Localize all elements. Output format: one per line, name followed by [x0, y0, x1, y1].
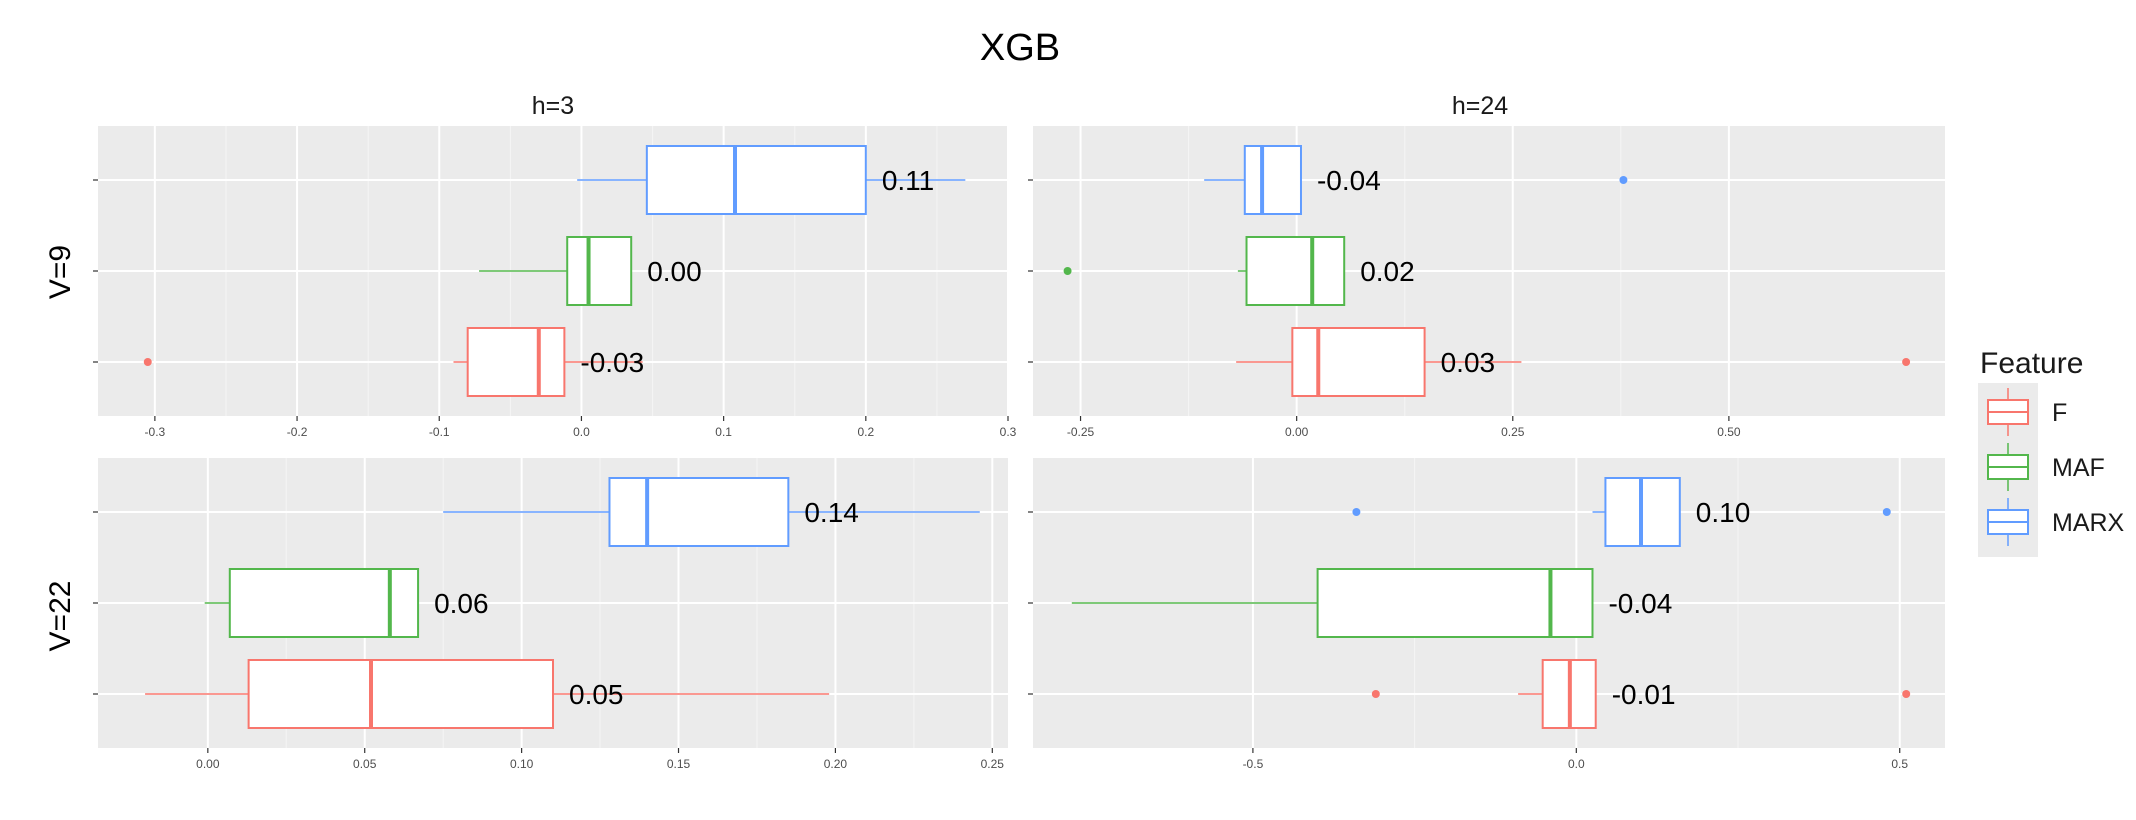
box-maf: 0.06	[204, 568, 489, 638]
legend-key-f: F	[1987, 388, 2067, 436]
box-maf-outlier	[1063, 267, 1072, 275]
x-tick-label: -0.5	[1243, 757, 1264, 771]
column-label-h24: h=24	[1452, 92, 1508, 120]
box-f-outlier	[1371, 690, 1380, 698]
box-maf: 0.02	[1063, 236, 1415, 306]
x-tick-label: 0.1	[715, 425, 732, 439]
box-f: 0.05	[145, 659, 830, 729]
x-tick-label: 0.0	[573, 425, 590, 439]
box-maf-median-label: 0.02	[1360, 256, 1415, 287]
box-f-iqr	[466, 327, 566, 397]
legend-key-maf: MAF	[1987, 443, 2105, 491]
chart-title: XGB	[980, 27, 1060, 69]
box-marx-median-label: 0.10	[1696, 497, 1751, 528]
box-maf-median-label: 0.00	[647, 256, 702, 287]
box-maf: 0.00	[479, 236, 702, 306]
x-tick-label: 0.00	[196, 757, 220, 771]
box-marx: 0.10	[1352, 477, 1891, 547]
box-f-median-label: 0.05	[569, 679, 624, 710]
x-tick-label: -0.1	[429, 425, 450, 439]
box-maf-iqr	[566, 236, 633, 306]
x-tick-label: 0.20	[824, 757, 848, 771]
box-maf-median-label: 0.06	[434, 588, 489, 619]
x-tick-label: 0.2	[857, 425, 874, 439]
box-maf-iqr	[1316, 568, 1594, 638]
panel-v-9-h-3: -0.3 -0.2 -0.1 0.0 0.1 0.2 0.3 -0.03 0.00 0.11	[93, 126, 1017, 439]
box-f: -0.01	[1371, 659, 1911, 729]
box-marx-outlier	[1882, 508, 1891, 516]
box-f-median-label: -0.03	[580, 347, 644, 378]
legend-entry-label: MARX	[2052, 509, 2125, 537]
x-tick-label: 0.00	[1285, 425, 1309, 439]
box-f-iqr	[247, 659, 554, 729]
x-tick-label: -0.25	[1067, 425, 1095, 439]
x-tick-label: 0.3	[1000, 425, 1017, 439]
box-marx-median-label: -0.04	[1317, 165, 1381, 196]
x-tick-label: 0.0	[1568, 757, 1585, 771]
legend: Feature F MAF MARX	[1978, 347, 2125, 557]
x-tick-label: -0.3	[145, 425, 166, 439]
x-tick-label: 0.5	[1891, 757, 1908, 771]
box-maf: -0.04	[1071, 568, 1672, 638]
box-marx-iqr	[645, 145, 867, 215]
box-marx-median-label: 0.14	[804, 497, 859, 528]
box-marx-outlier	[1352, 508, 1361, 516]
box-marx-iqr	[608, 477, 790, 547]
box-f-outlier	[143, 358, 152, 366]
box-marx-median-label: 0.11	[882, 165, 934, 196]
legend-entry-label: F	[2052, 399, 2067, 427]
x-tick-label: 0.15	[667, 757, 691, 771]
box-f-median-label: -0.01	[1612, 679, 1676, 710]
box-marx: 0.14	[443, 477, 980, 547]
column-label-h3: h=3	[532, 92, 574, 120]
row-label-v9: V=9	[44, 245, 77, 299]
row-label-v22: V=22	[44, 581, 77, 652]
box-marx-outlier	[1619, 176, 1628, 184]
panel-v-9-h-24: -0.25 0.00 0.25 0.50 0.03 0.02 -0.04	[1028, 126, 1945, 439]
box-maf-median-label: -0.04	[1608, 588, 1672, 619]
x-tick-label: 0.25	[1501, 425, 1525, 439]
x-tick-label: 0.10	[510, 757, 534, 771]
box-f-iqr	[1291, 327, 1426, 397]
box-marx: 0.11	[577, 145, 966, 215]
panels: -0.3 -0.2 -0.1 0.0 0.1 0.2 0.3-0.030.000.11-0.…	[93, 126, 1945, 771]
panel-v-22-h-24: -0.5 0.0 0.5 -0.01 -0.04 0.10	[1028, 458, 1945, 771]
box-f: -0.03	[143, 327, 644, 397]
legend-key-marx: MARX	[1987, 498, 2125, 546]
panel-v-22-h-3: 0.00 0.05 0.10 0.15 0.20 0.25 0.05 0.06 0.14	[93, 458, 1008, 771]
legend-entry-label: MAF	[2052, 454, 2105, 482]
box-f-outlier	[1902, 690, 1911, 698]
box-f-outlier	[1902, 358, 1911, 366]
x-tick-label: 0.50	[1717, 425, 1741, 439]
box-maf-iqr	[1245, 236, 1346, 306]
x-tick-label: 0.05	[353, 757, 377, 771]
box-marx-iqr	[1243, 145, 1302, 215]
box-f: 0.03	[1236, 327, 1911, 397]
x-tick-label: -0.2	[287, 425, 308, 439]
x-tick-label: 0.25	[981, 757, 1005, 771]
legend-title: Feature	[1980, 347, 2083, 380]
box-maf-iqr	[228, 568, 420, 638]
box-f-median-label: 0.03	[1441, 347, 1496, 378]
box-marx: -0.04	[1204, 145, 1628, 215]
